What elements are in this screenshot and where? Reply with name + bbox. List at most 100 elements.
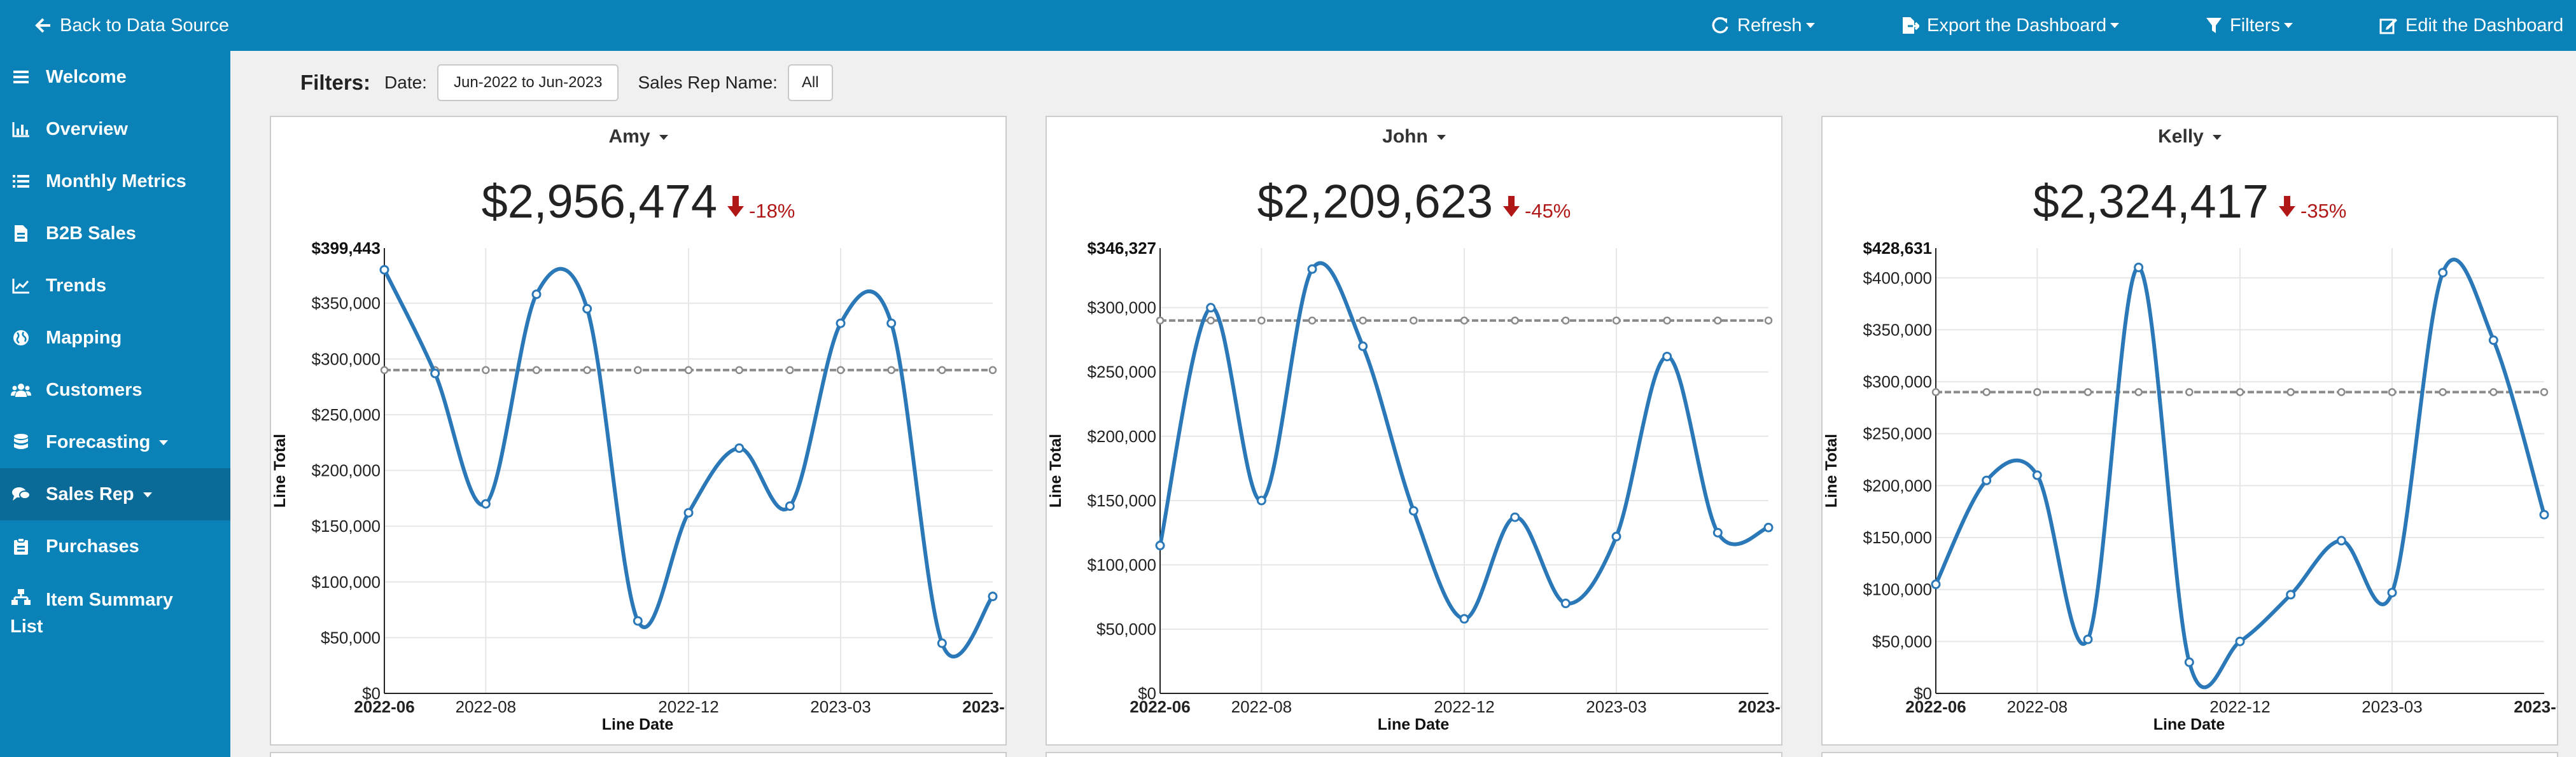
sidebar-item-monthly-metrics[interactable]: Monthly Metrics — [0, 155, 230, 207]
average-point — [380, 366, 389, 375]
down-arrow-icon — [2279, 196, 2295, 221]
back-label: Back to Data Source — [60, 15, 229, 36]
y-tick-label: $250,000 — [312, 405, 381, 424]
y-axis-title: Line Total — [1047, 434, 1065, 508]
sales-rep-panel-kelly: Kelly $2,324,417 -35% $0 $50,000 $100,000 $… — [1821, 116, 2558, 746]
data-point — [1662, 351, 1672, 361]
sidebar-item-label: Sales Rep — [46, 483, 134, 504]
y-tick-label: $0 — [1138, 684, 1156, 703]
average-point — [988, 366, 997, 375]
edit-label: Edit the Dashboard — [2405, 15, 2564, 36]
data-point — [480, 499, 491, 509]
sidebar-item-mapping[interactable]: Mapping — [0, 312, 230, 364]
back-to-data-source-link[interactable]: Back to Data Source — [34, 0, 229, 51]
sidebar-item-forecasting[interactable]: Forecasting — [0, 416, 230, 468]
panel-below — [1821, 752, 2558, 757]
y-axis-title: Line Total — [1823, 434, 1840, 508]
refresh-button[interactable]: Refresh — [1711, 0, 1815, 51]
x-tick-label: 2022-06 — [354, 697, 414, 716]
average-point — [2185, 388, 2194, 396]
average-point — [1511, 316, 1519, 325]
sidebar-item-label: Purchases — [46, 536, 139, 557]
sidebar-item-item-summary-list[interactable]: Item Summary List — [0, 573, 230, 642]
data-point — [1982, 475, 1992, 485]
data-point — [2387, 588, 2397, 598]
x-tick-label: 2022-08 — [1231, 697, 1292, 716]
data-point — [1459, 614, 1469, 624]
kpi-change: -18% — [749, 200, 795, 222]
average-point — [1359, 316, 1367, 325]
arrow-left-icon — [35, 18, 50, 33]
refresh-icon — [1712, 17, 1728, 34]
sidebar-item-purchases[interactable]: Purchases — [0, 520, 230, 573]
average-point — [786, 366, 794, 375]
y-tick-label: $400,000 — [1863, 268, 1932, 288]
panel-title[interactable]: Kelly — [2158, 126, 2204, 147]
export-dashboard-button[interactable]: Export the Dashboard — [1900, 0, 2120, 51]
sidebar-item-label: Overview — [46, 118, 128, 139]
x-tick-label: 2023-06 — [2514, 697, 2557, 716]
average-point — [1460, 316, 1469, 325]
users-icon — [10, 379, 32, 401]
line-chart-icon — [10, 275, 32, 296]
data-point — [2488, 335, 2498, 345]
y-tick-label: $150,000 — [1863, 528, 1932, 547]
sidebar-item-sales-rep[interactable]: Sales Rep — [0, 468, 230, 520]
average-point — [684, 366, 693, 375]
filters-title: Filters: — [300, 71, 371, 94]
file-export-icon — [1903, 17, 1919, 34]
date-filter-input[interactable]: Jun-2022 to Jun-2023 — [437, 64, 619, 101]
data-point — [1510, 512, 1520, 522]
chevron-down-icon — [1805, 23, 1815, 28]
kpi-total: $2,956,474 — [481, 175, 717, 228]
kpi-total: $2,209,623 — [1257, 175, 1493, 228]
sidebar-item-b2b-sales[interactable]: B2B Sales — [0, 207, 230, 260]
kpi-total: $2,324,417 — [2033, 175, 2269, 228]
data-point — [2184, 657, 2194, 667]
export-label: Export the Dashboard — [1927, 15, 2107, 36]
edit-dashboard-button[interactable]: Edit the Dashboard — [2379, 0, 2563, 51]
average-point — [1764, 316, 1773, 325]
average-point — [1612, 316, 1621, 325]
panel-title[interactable]: John — [1382, 126, 1428, 147]
x-tick-label: 2022-06 — [1905, 697, 1966, 716]
average-point — [1207, 316, 1215, 325]
y-tick-label: $250,000 — [1863, 424, 1932, 443]
x-tick-label: 2023-03 — [2362, 697, 2422, 716]
sidebar-item-welcome[interactable]: Welcome — [0, 51, 230, 103]
x-tick-label: 2022-08 — [456, 697, 516, 716]
data-point — [1358, 341, 1368, 351]
chevron-down-icon[interactable] — [2212, 135, 2222, 141]
sidebar-item-label: Item Summary — [46, 590, 173, 610]
chevron-down-icon[interactable] — [659, 135, 668, 141]
average-point — [2134, 388, 2143, 396]
sidebar-item-customers[interactable]: Customers — [0, 364, 230, 416]
x-tick-label: 2023-03 — [1586, 697, 1646, 716]
date-filter-label: Date: — [384, 73, 427, 92]
sidebar-item-label: Forecasting — [46, 431, 151, 452]
average-point — [2337, 388, 2346, 396]
data-point — [633, 616, 643, 626]
chevron-down-icon[interactable] — [1436, 135, 1446, 141]
average-point — [2286, 388, 2295, 396]
data-point — [734, 443, 745, 453]
data-point — [2235, 636, 2245, 646]
y-tick-label: $350,000 — [312, 294, 381, 313]
sales-rep-filter-input[interactable]: All — [787, 64, 833, 101]
average-point — [938, 366, 946, 375]
y-tick-label: $100,000 — [312, 573, 381, 592]
sidebar-item-trends[interactable]: Trends — [0, 260, 230, 312]
y-tick-label: $100,000 — [1863, 580, 1932, 599]
data-point — [531, 289, 542, 300]
y-tick-label: $300,000 — [312, 349, 381, 368]
filter-icon — [2206, 18, 2222, 33]
data-point — [430, 368, 440, 378]
panel-title[interactable]: Amy — [608, 126, 650, 147]
document-icon — [10, 223, 32, 244]
data-point — [1611, 531, 1621, 541]
filters-menu-button[interactable]: Filters — [2206, 0, 2293, 51]
x-tick-label: 2022-12 — [1434, 697, 1494, 716]
average-point — [1410, 316, 1418, 325]
sidebar-item-overview[interactable]: Overview — [0, 103, 230, 155]
comments-icon — [10, 483, 32, 505]
